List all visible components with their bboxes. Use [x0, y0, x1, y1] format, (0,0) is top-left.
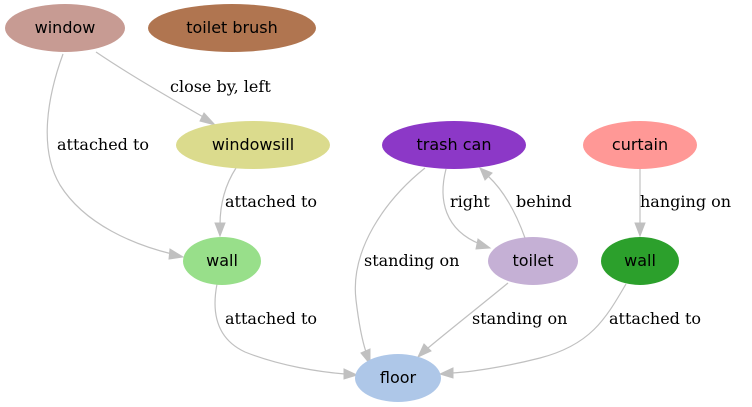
edge-wall-floor: attached to: [214, 283, 359, 380]
node-label-trash-can: trash can: [417, 135, 492, 154]
node-toilet-brush: toilet brush: [148, 4, 316, 52]
edge-label-right: right: [450, 192, 490, 211]
edge-trashcan-toilet: right: [442, 168, 492, 250]
edge-label-behind: behind: [516, 192, 572, 211]
node-label-toilet: toilet: [512, 251, 553, 270]
node-wall: wall: [601, 237, 679, 285]
edge-label-attached-to: attached to: [225, 192, 317, 211]
node-label-windowsill: windowsill: [212, 135, 294, 154]
edge-label-hanging-on: hanging on: [640, 192, 731, 211]
node-label-wall: wall: [206, 251, 238, 270]
edge-label-attached-to: attached to: [225, 309, 317, 328]
edge-wall-floor: attached to: [438, 283, 701, 379]
node-trash-can: trash can: [382, 121, 526, 169]
node-windowsill: windowsill: [176, 121, 330, 169]
edge-window-wall: attached to: [46, 53, 185, 260]
edge-curtain-wall: hanging on: [634, 169, 731, 238]
edge-label-attached-to: attached to: [57, 135, 149, 154]
edge-window-windowsill: close by, left: [95, 51, 271, 126]
node-toilet: toilet: [488, 237, 578, 285]
edge-label-attached-to: attached to: [609, 309, 701, 328]
edge-trashcan-floor: standing on: [354, 167, 459, 366]
edge-label-standing-on: standing on: [472, 309, 567, 328]
edge-toilet-trashcan: behind: [479, 167, 572, 239]
node-floor: floor: [355, 354, 441, 402]
edge-windowsill-wall: attached to: [214, 167, 317, 238]
node-label-curtain: curtain: [612, 135, 668, 154]
edge-label-close-by-left: close by, left: [170, 77, 271, 96]
edge-label-standing-on: standing on: [364, 251, 459, 270]
node-label-toilet-brush: toilet brush: [186, 18, 278, 37]
node-window: window: [5, 4, 125, 52]
node-label-wall: wall: [624, 251, 656, 270]
node-label-floor: floor: [380, 368, 417, 387]
node-wall: wall: [183, 237, 261, 285]
node-label-window: window: [35, 18, 96, 37]
edge-toilet-floor: standing on: [416, 282, 567, 359]
node-curtain: curtain: [583, 121, 697, 169]
